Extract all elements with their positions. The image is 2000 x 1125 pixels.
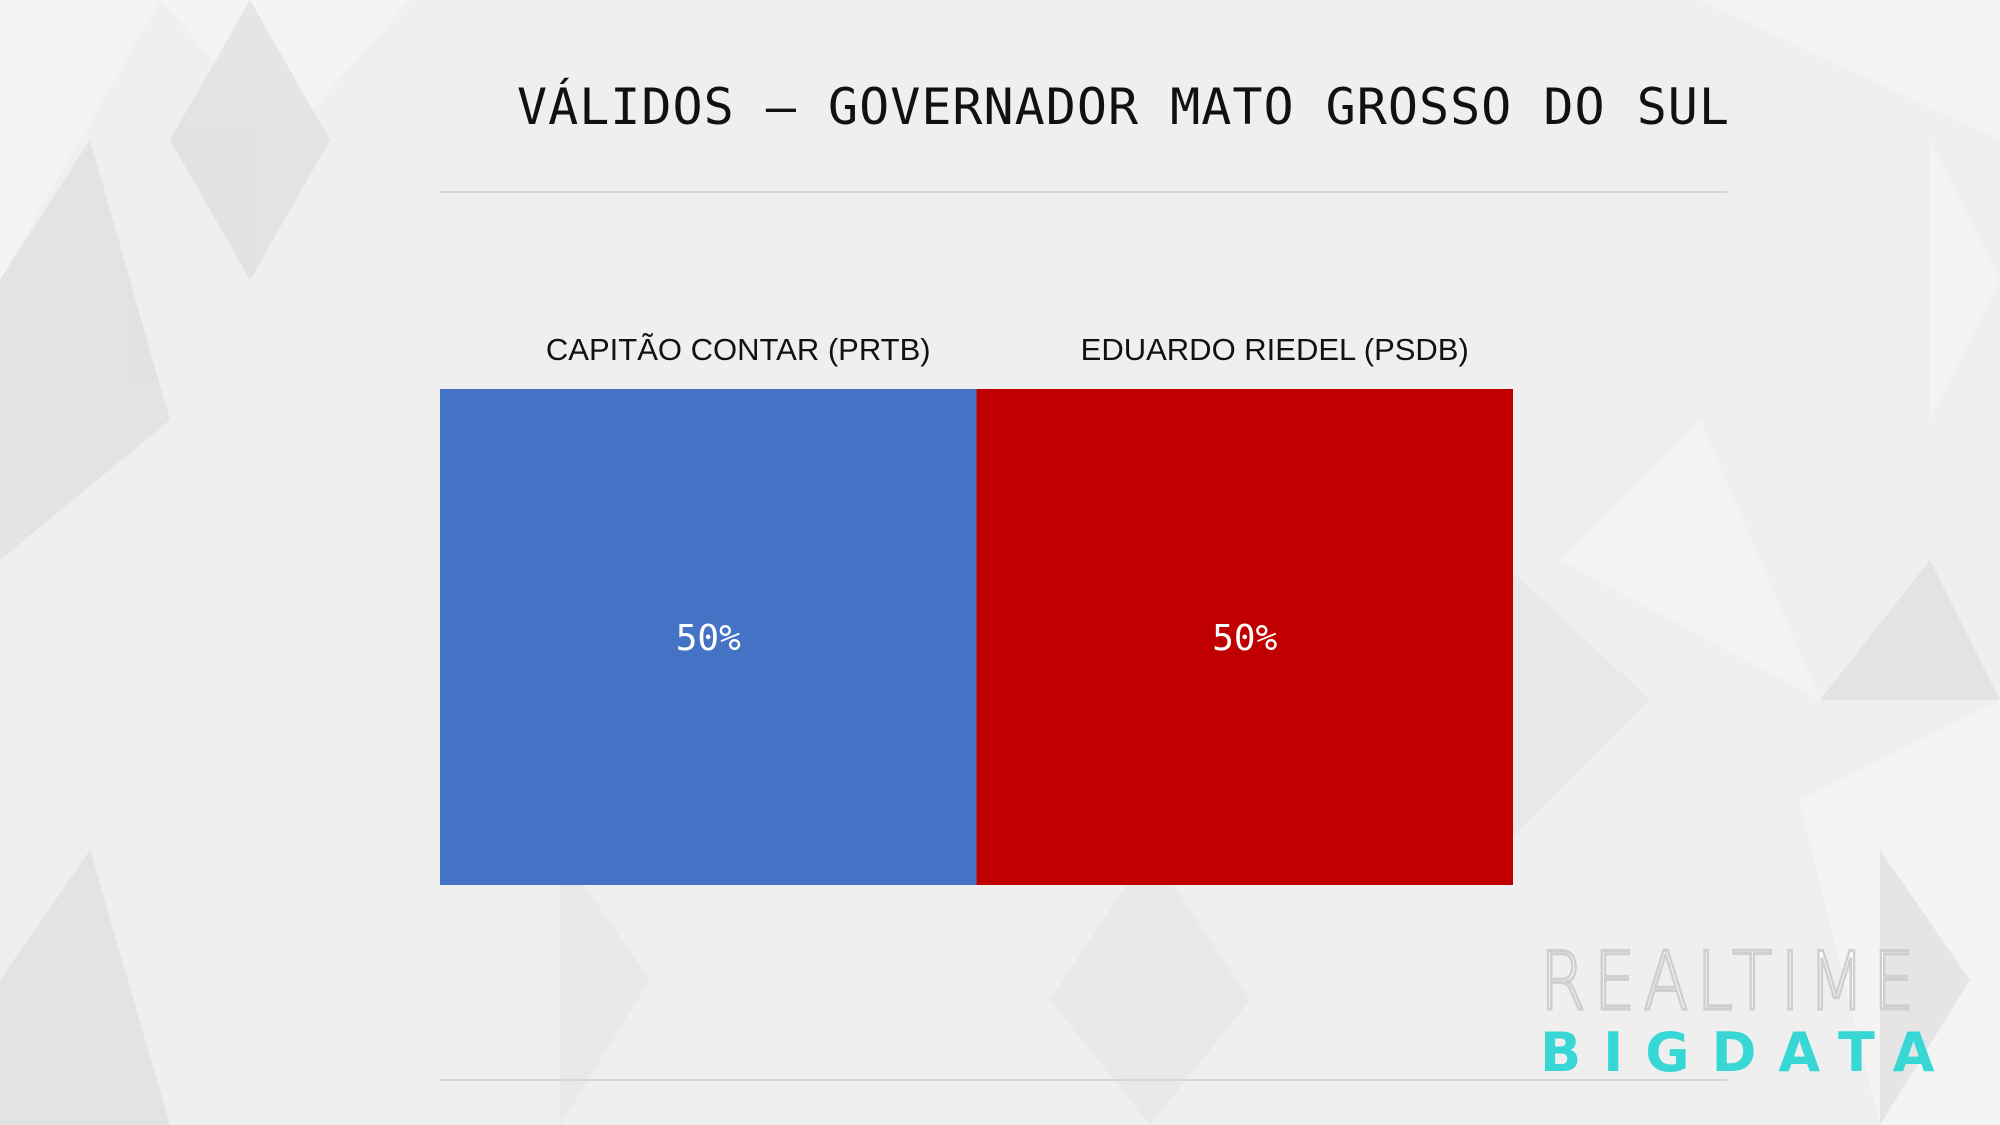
footer-divider [440,1079,1727,1081]
legend-label-1: CAPITÃO CONTAR (PRTB) [546,332,931,367]
title-divider [440,191,1727,193]
logo-line-2: BIGDATA [1540,1021,1957,1084]
realtime-bigdata-logo: REALTIME BIGDATA [1539,935,1957,1084]
logo-line-1: REALTIME [1539,935,1923,1028]
value-label-2: 50% [1212,618,1277,659]
chart-title: VÁLIDOS – GOVERNADOR MATO GROSSO DO SUL [517,78,1730,136]
bar-segment-1 [440,389,977,885]
legend-label-2: EDUARDO RIEDEL (PSDB) [1081,332,1469,367]
bar-segment-2 [976,389,1513,885]
value-label-1: 50% [676,618,741,659]
